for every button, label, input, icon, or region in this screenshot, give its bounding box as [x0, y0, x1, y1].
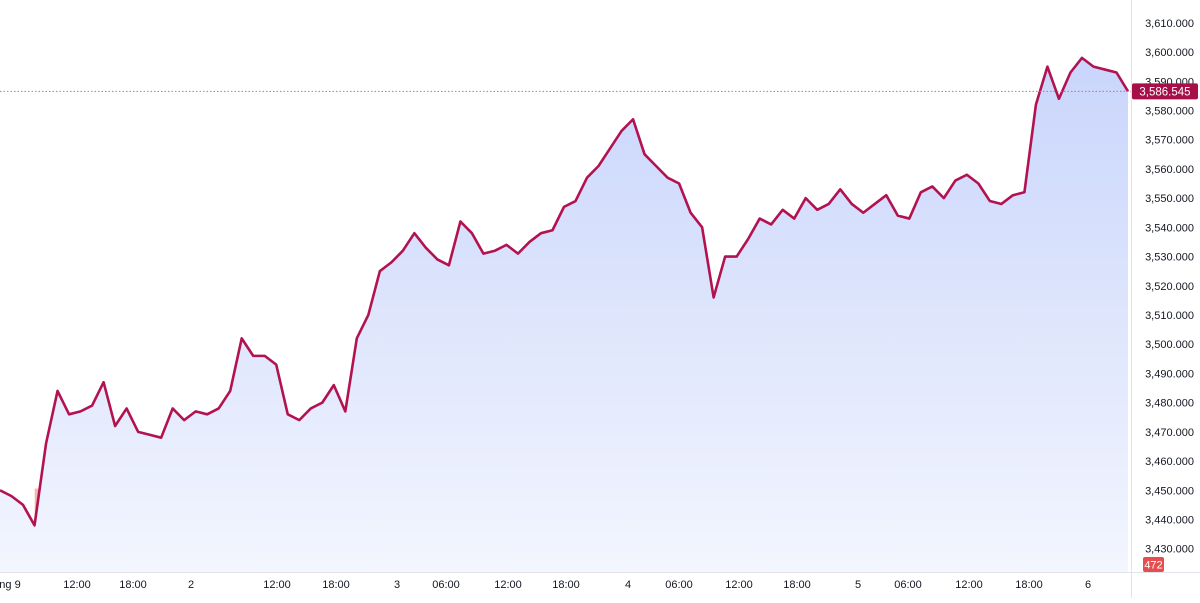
time-axis[interactable]: ng 9 12:00 18:00 2 12:00 18:00 3 06:00 12:00 18:0… [0, 579, 1091, 591]
last-price-badge-background [1132, 83, 1198, 100]
x-tick-label: 18:00 [1015, 579, 1043, 591]
y-tick-label: 3,480.000 [1145, 398, 1194, 410]
y-tick-label: 3,430.000 [1145, 544, 1194, 556]
volume-badge-background [1143, 557, 1164, 572]
y-tick-label: 3,470.000 [1145, 427, 1194, 439]
y-tick-label: 3,490.000 [1145, 368, 1194, 380]
volume-label: 472 [1144, 560, 1162, 572]
y-tick-label: 3,610.000 [1145, 18, 1194, 30]
x-tick-label: 12:00 [494, 579, 522, 591]
x-tick-label: 12:00 [263, 579, 291, 591]
y-tick-label: 3,500.000 [1145, 339, 1194, 351]
y-tick-label: 3,510.000 [1145, 310, 1194, 322]
price-line [0, 56, 1130, 527]
x-tick-label: 18:00 [119, 579, 147, 591]
x-tick-label: 06:00 [432, 579, 460, 591]
y-tick-label: 3,450.000 [1145, 485, 1194, 497]
x-tick-label: 06:00 [665, 579, 693, 591]
y-tick-label: 3,550.000 [1145, 193, 1194, 205]
y-tick-label: 3,560.000 [1145, 164, 1194, 176]
x-tick-label: 5 [855, 579, 861, 591]
volume-badge: 472 [1143, 557, 1164, 572]
x-tick-label: 12:00 [63, 579, 91, 591]
x-tick-label: 18:00 [552, 579, 580, 591]
x-tick-label: 4 [625, 579, 631, 591]
x-tick-label: ng 9 [0, 579, 21, 591]
x-tick-label: 6 [1085, 579, 1091, 591]
x-tick-label: 12:00 [725, 579, 753, 591]
x-tick-label: 2 [188, 579, 194, 591]
x-tick-label: 12:00 [955, 579, 983, 591]
y-tick-label: 3,520.000 [1145, 281, 1194, 293]
x-tick-label: 18:00 [322, 579, 350, 591]
last-price-badge: 3,586.545 [1132, 83, 1198, 100]
y-tick-label: 3,440.000 [1145, 514, 1194, 526]
x-tick-label: 3 [394, 579, 400, 591]
x-tick-label: 06:00 [894, 579, 922, 591]
x-tick-label: 18:00 [783, 579, 811, 591]
y-tick-label: 3,540.000 [1145, 222, 1194, 234]
y-tick-label: 3,600.000 [1145, 47, 1194, 59]
y-tick-label: 3,580.000 [1145, 105, 1194, 117]
last-price-label: 3,586.545 [1139, 86, 1190, 98]
y-tick-label: 3,530.000 [1145, 252, 1194, 264]
y-tick-label: 3,570.000 [1145, 135, 1194, 147]
price-area-fill [0, 57, 1128, 572]
y-tick-label: 3,460.000 [1145, 456, 1194, 468]
